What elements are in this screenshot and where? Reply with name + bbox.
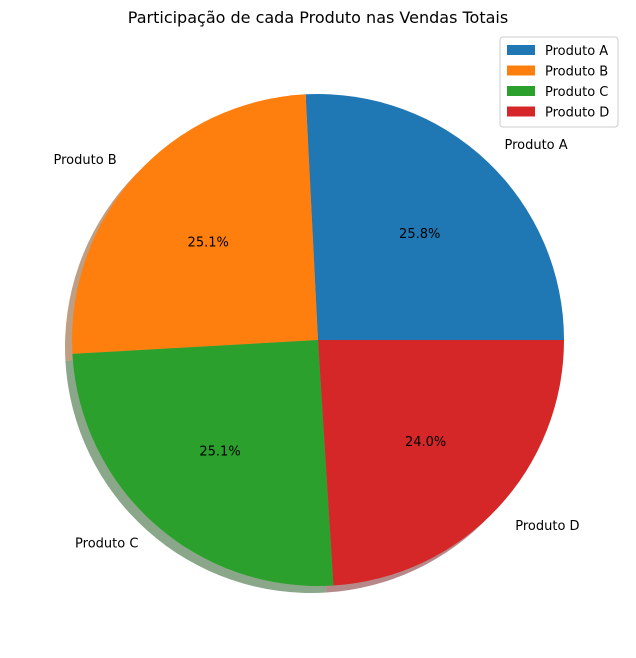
legend-frame	[499, 36, 619, 128]
slice-label: Produto B	[53, 153, 116, 168]
pie-labels: Produto A 25.8% Produto B 25.1% Produto C 25.…	[53, 138, 579, 552]
pie-slice-produto-b	[71, 94, 318, 354]
slice-percent-label: 25.8%	[399, 227, 440, 242]
pie-slice-produto-c	[72, 340, 334, 586]
pie-slices	[71, 94, 564, 586]
slice-label: Produto C	[75, 536, 138, 551]
legend: Produto A Produto B Produto C Produto D	[499, 36, 619, 128]
pie-slice-produto-a	[305, 94, 564, 340]
legend-entry-label: Produto C	[545, 85, 608, 100]
legend-swatch	[507, 65, 535, 76]
legend-swatch	[507, 106, 535, 117]
chart-title: Participação de cada Produto nas Vendas …	[128, 8, 508, 27]
legend-swatch	[507, 45, 535, 55]
slice-percent-label: 25.1%	[188, 235, 229, 250]
pie-slice-produto-d	[318, 340, 564, 586]
legend-entry-label: Produto D	[545, 106, 609, 121]
slice-label: Produto D	[515, 519, 579, 534]
slice-percent-label: 25.1%	[199, 444, 240, 459]
slice-label: Produto A	[504, 138, 567, 153]
legend-swatch	[507, 86, 535, 96]
legend-entry-label: Produto A	[545, 44, 608, 59]
legend-entry-label: Produto B	[545, 65, 608, 80]
slice-percent-label: 24.0%	[405, 435, 446, 450]
